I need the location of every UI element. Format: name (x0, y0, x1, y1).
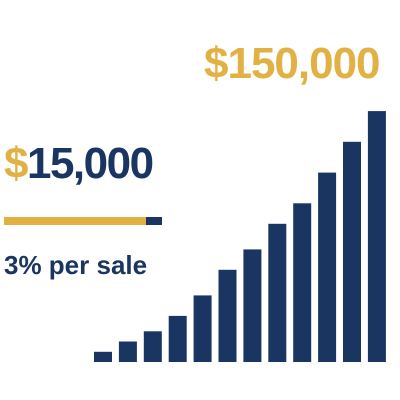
chart-bar-9 (293, 203, 312, 362)
chart-bar-3 (143, 331, 162, 362)
currency-symbol: $ (4, 139, 28, 188)
chart-bar-5 (193, 295, 212, 362)
chart-bar-7 (243, 249, 262, 362)
chart-bar-11 (343, 141, 361, 362)
chart-bar-10 (318, 172, 337, 362)
commission-rate-label: 3% per sale (4, 250, 148, 280)
total-value: $150,000 (204, 39, 381, 88)
chart-bar-1 (94, 351, 112, 362)
chart-bar-4 (168, 315, 187, 362)
chart-bar-12 (367, 111, 386, 362)
chart-bar-8 (268, 223, 287, 362)
commission-amount: $15,000 (4, 139, 154, 188)
chart-bar-2 (118, 341, 137, 362)
commission-progress-fill (4, 217, 147, 225)
commission-progress-bar (4, 217, 162, 225)
chart-bar-6 (218, 269, 237, 362)
commission-number: 15,000 (26, 139, 154, 188)
